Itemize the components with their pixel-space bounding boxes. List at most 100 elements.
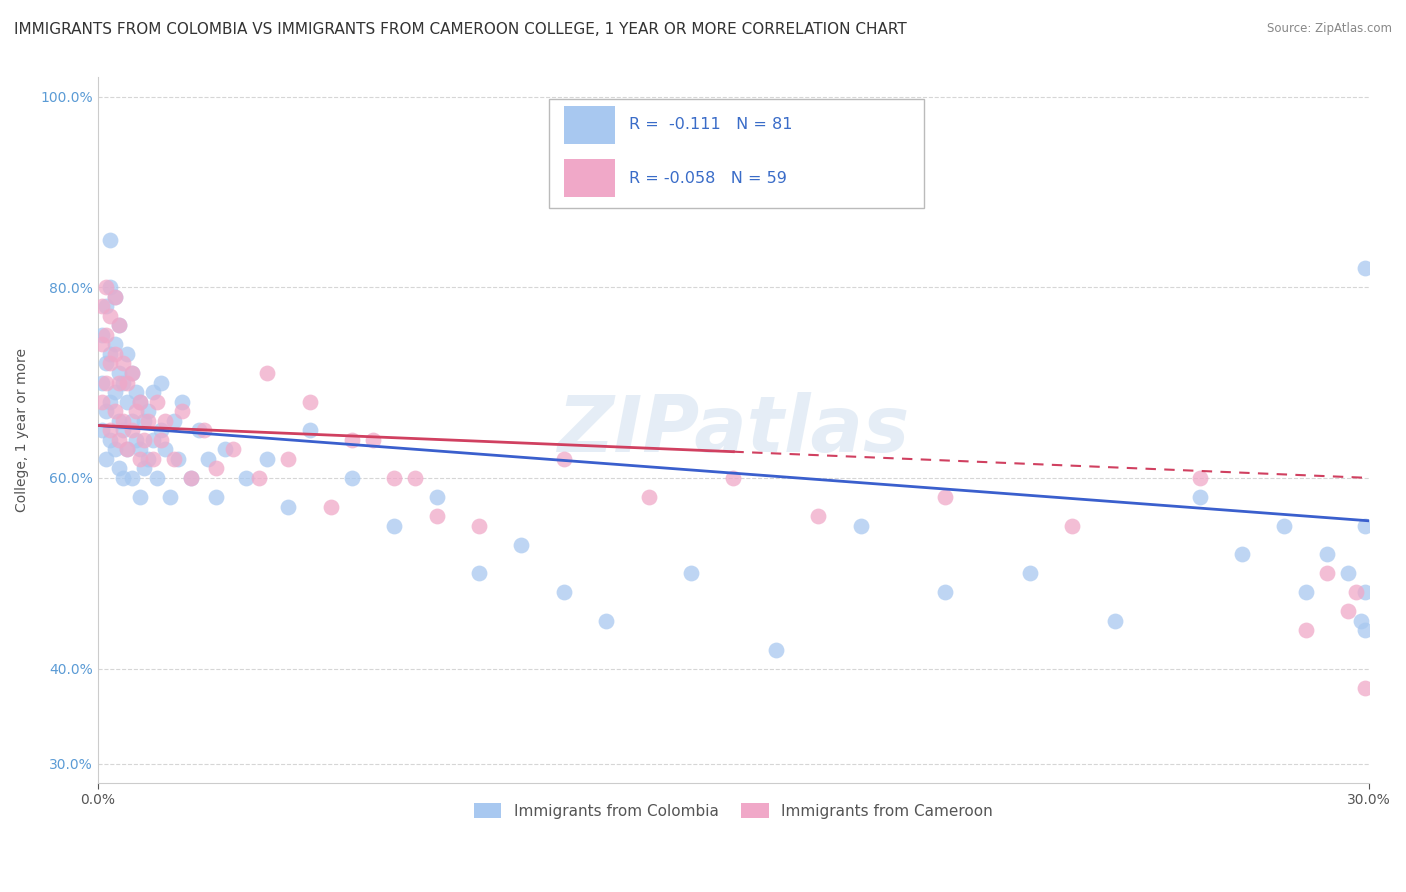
- Point: [98, 309, 121, 323]
- Point: [1346, 585, 1368, 599]
- Point: [129, 394, 152, 409]
- Point: [197, 451, 219, 466]
- Point: [117, 376, 139, 390]
- Point: [103, 347, 125, 361]
- Point: [90, 376, 112, 390]
- Point: [1295, 624, 1317, 638]
- Point: [98, 280, 121, 294]
- Point: [1062, 518, 1084, 533]
- Point: [94, 404, 117, 418]
- Point: [112, 376, 135, 390]
- Point: [98, 423, 121, 437]
- Point: [1104, 614, 1126, 628]
- Point: [121, 471, 143, 485]
- Point: [807, 509, 830, 524]
- Point: [150, 423, 173, 437]
- Point: [382, 518, 405, 533]
- Text: IMMIGRANTS FROM COLOMBIA VS IMMIGRANTS FROM CAMEROON COLLEGE, 1 YEAR OR MORE COR: IMMIGRANTS FROM COLOMBIA VS IMMIGRANTS F…: [14, 22, 907, 37]
- Point: [1230, 547, 1253, 561]
- Point: [98, 394, 121, 409]
- Point: [90, 299, 112, 313]
- Point: [134, 433, 156, 447]
- Point: [765, 642, 787, 657]
- Point: [637, 490, 659, 504]
- Point: [129, 451, 152, 466]
- Point: [107, 318, 129, 333]
- Point: [595, 614, 617, 628]
- Point: [117, 394, 139, 409]
- Legend: Immigrants from Colombia, Immigrants from Cameroon: Immigrants from Colombia, Immigrants fro…: [468, 797, 1000, 825]
- Point: [298, 394, 321, 409]
- Point: [1337, 566, 1360, 581]
- Point: [94, 280, 117, 294]
- Point: [103, 290, 125, 304]
- Point: [723, 471, 745, 485]
- Point: [1337, 604, 1360, 618]
- Point: [98, 357, 121, 371]
- Point: [180, 471, 202, 485]
- Point: [125, 404, 148, 418]
- Point: [205, 461, 228, 475]
- Point: [155, 414, 177, 428]
- Point: [107, 433, 129, 447]
- Point: [98, 347, 121, 361]
- Point: [94, 299, 117, 313]
- Point: [1354, 261, 1376, 276]
- Point: [134, 414, 156, 428]
- Point: [103, 385, 125, 400]
- Point: [1188, 471, 1211, 485]
- Text: R = -0.058   N = 59: R = -0.058 N = 59: [628, 171, 787, 186]
- Point: [107, 414, 129, 428]
- Point: [129, 490, 152, 504]
- Point: [1272, 518, 1295, 533]
- Point: [247, 471, 270, 485]
- Point: [155, 442, 177, 457]
- Point: [90, 394, 112, 409]
- Point: [849, 518, 872, 533]
- Point: [1316, 566, 1339, 581]
- Point: [553, 451, 575, 466]
- Point: [277, 451, 299, 466]
- Point: [94, 327, 117, 342]
- Point: [142, 385, 165, 400]
- Point: [146, 394, 169, 409]
- Point: [468, 566, 491, 581]
- Text: Source: ZipAtlas.com: Source: ZipAtlas.com: [1267, 22, 1392, 36]
- Text: R =  -0.111   N = 81: R = -0.111 N = 81: [628, 117, 793, 132]
- Point: [426, 490, 449, 504]
- Text: ZIPatlas: ZIPatlas: [557, 392, 910, 468]
- Point: [129, 394, 152, 409]
- Point: [214, 442, 236, 457]
- Point: [256, 451, 278, 466]
- Point: [1350, 614, 1372, 628]
- Point: [138, 414, 160, 428]
- Point: [125, 385, 148, 400]
- Point: [142, 433, 165, 447]
- Point: [159, 490, 181, 504]
- Point: [150, 376, 173, 390]
- Point: [121, 366, 143, 380]
- Point: [134, 461, 156, 475]
- Point: [277, 500, 299, 514]
- Point: [172, 394, 194, 409]
- Point: [146, 471, 169, 485]
- Point: [193, 423, 215, 437]
- Point: [510, 538, 533, 552]
- Bar: [564, 159, 614, 197]
- Point: [117, 442, 139, 457]
- Point: [98, 233, 121, 247]
- Point: [117, 347, 139, 361]
- Point: [222, 442, 245, 457]
- Point: [934, 585, 956, 599]
- Point: [103, 337, 125, 351]
- Point: [129, 442, 152, 457]
- Point: [112, 357, 135, 371]
- Point: [138, 404, 160, 418]
- Point: [1354, 518, 1376, 533]
- Point: [235, 471, 257, 485]
- Point: [103, 290, 125, 304]
- Point: [107, 318, 129, 333]
- Point: [405, 471, 427, 485]
- Point: [256, 366, 278, 380]
- Point: [103, 404, 125, 418]
